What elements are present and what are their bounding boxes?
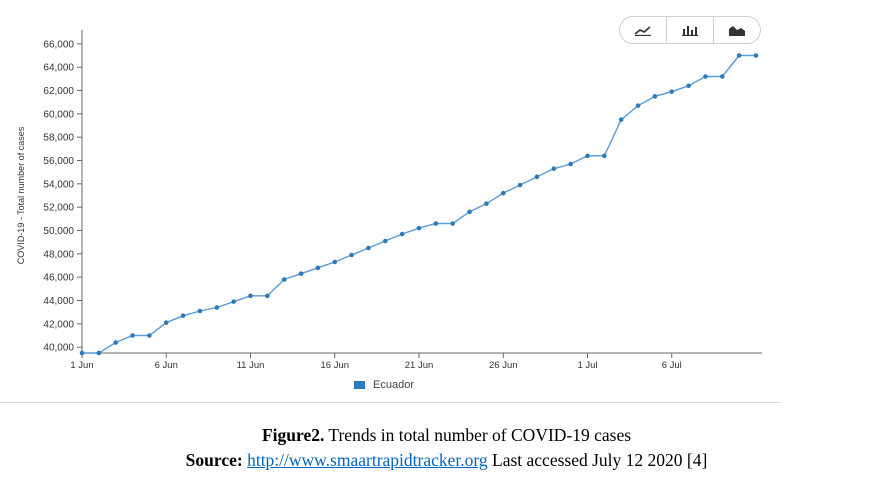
source-link[interactable]: http://www.smaartrapidtracker.org [247, 450, 488, 470]
y-tick-label: 48,000 [43, 249, 74, 260]
data-point [113, 340, 118, 345]
figure-caption: Figure2. Trends in total number of COVID… [0, 425, 893, 446]
data-point [720, 74, 725, 79]
y-tick-label: 54,000 [43, 179, 74, 190]
y-tick-label: 66,000 [43, 39, 74, 50]
legend-swatch [354, 381, 365, 389]
y-tick-label: 52,000 [43, 203, 74, 214]
area-chart-icon [729, 26, 745, 36]
data-point [484, 201, 489, 206]
chart-area: 40,000 42,000 44,000 46,000 48,000 50,000 52,0… [16, 16, 762, 391]
figure-text: Trends in total number of COVID-19 cases [324, 425, 632, 445]
data-point [96, 350, 102, 356]
data-point [618, 117, 624, 122]
x-tick-label: 6 Jul [662, 360, 682, 371]
figure-label: Figure2. [261, 425, 325, 445]
data-point [686, 83, 691, 89]
data-point [669, 89, 675, 94]
data-point [298, 271, 304, 276]
data-point [130, 333, 135, 338]
data-point [197, 308, 203, 314]
divider [0, 402, 781, 403]
bar-chart-button[interactable] [667, 17, 714, 43]
legend-label: Ecuador [373, 379, 414, 391]
series-line [82, 54, 756, 354]
data-point [568, 161, 573, 167]
x-tick-label: 21 Jun [405, 360, 434, 371]
data-point [703, 74, 708, 79]
data-point [433, 221, 439, 226]
x-tick-label: 11 Jun [237, 360, 265, 371]
chart-type-toolbar [619, 16, 761, 44]
line-chart-button[interactable] [620, 17, 667, 43]
x-tick-label: 1 Jul [577, 360, 597, 371]
data-point [163, 320, 169, 325]
source-caption: Source: http://www.smaartrapidtracker.or… [0, 450, 893, 471]
y-tick-label: 60,000 [43, 109, 74, 120]
data-point [450, 221, 456, 226]
data-point [332, 259, 338, 265]
data-point [551, 166, 557, 171]
y-tick-label: 44,000 [43, 296, 74, 307]
chart-legend[interactable]: Ecuador [354, 379, 414, 391]
y-tick-label: 62,000 [43, 86, 74, 97]
y-tick-label: 46,000 [43, 273, 74, 284]
data-point [602, 153, 607, 159]
data-point [281, 277, 287, 282]
data-point [736, 53, 742, 58]
data-point [180, 313, 186, 318]
data-point [315, 265, 321, 271]
data-point [248, 293, 253, 299]
x-tick-label: 16 Jun [320, 360, 349, 371]
data-point [231, 299, 236, 304]
line-chart: 40,000 42,000 44,000 46,000 48,000 50,000 52,0… [16, 30, 762, 371]
y-tick-label: 50,000 [43, 226, 74, 237]
bar-chart-icon [682, 26, 698, 36]
x-tick-label: 6 Jun [155, 360, 178, 371]
data-point [265, 293, 270, 299]
data-point [652, 94, 658, 99]
data-point [79, 350, 85, 356]
source-text: Last accessed July 12 2020 [4] [487, 450, 708, 470]
y-tick-label: 58,000 [43, 133, 74, 144]
y-axis-label: COVID-19 - Total number of cases [16, 126, 26, 264]
data-point [366, 245, 371, 251]
x-tick-label: 1 Jun [70, 360, 93, 371]
y-tick-label: 40,000 [43, 343, 74, 354]
data-point [214, 305, 220, 310]
data-point [399, 231, 405, 237]
y-tick-label: 56,000 [43, 156, 74, 167]
y-tick-label: 42,000 [43, 319, 74, 330]
data-point [467, 209, 472, 215]
data-point [500, 190, 506, 196]
y-tick-label: 64,000 [43, 63, 74, 74]
x-tick-label: 26 Jun [489, 360, 518, 371]
area-chart-button[interactable] [714, 17, 760, 43]
source-label: Source: [185, 450, 243, 470]
data-point [147, 333, 152, 338]
data-point [416, 225, 422, 231]
line-chart-icon [634, 26, 651, 36]
data-point [517, 182, 523, 188]
data-point [383, 238, 388, 244]
data-point [753, 53, 759, 58]
data-point [585, 153, 590, 159]
data-point [349, 252, 354, 258]
data-point [635, 103, 641, 108]
data-point [534, 174, 540, 180]
